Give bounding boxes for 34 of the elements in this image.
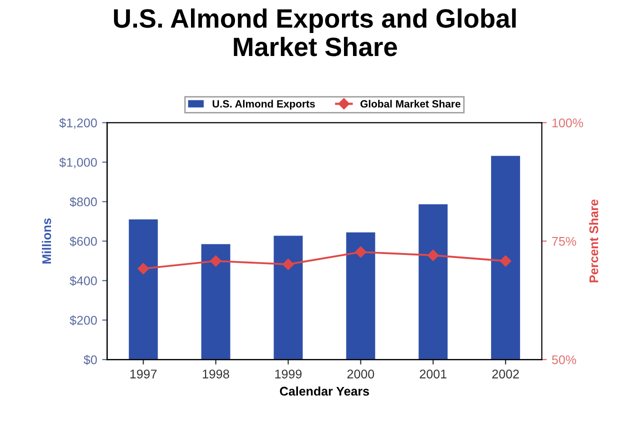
bar xyxy=(346,232,376,360)
y-tick-label: $600 xyxy=(70,236,97,247)
legend-label: Global Market Share xyxy=(360,100,460,108)
y-tick-label: $800 xyxy=(70,196,97,208)
bar xyxy=(128,219,158,360)
point xyxy=(282,258,294,270)
y-axis-title: Millions xyxy=(42,218,52,264)
y-tick-label: $1,000 xyxy=(59,157,97,168)
point xyxy=(210,255,222,267)
x-tick-label: 2000 xyxy=(347,370,374,378)
point xyxy=(500,255,512,267)
y2-tick-label: 50% xyxy=(552,355,576,364)
x-tick-label: 1998 xyxy=(202,370,230,378)
x-tick-label: 1999 xyxy=(275,370,302,378)
x-tick-label: 2002 xyxy=(492,370,519,378)
chart-title: U.S. Almond Exports and Global Market Share xyxy=(114,8,516,56)
point xyxy=(355,246,366,258)
point xyxy=(138,262,149,274)
y-tick-label: $0 xyxy=(84,354,97,365)
x-axis-title: Calendar Years xyxy=(280,386,369,396)
bar xyxy=(491,156,520,360)
x-tick-label: 1997 xyxy=(130,370,157,378)
y2-tick-label: 100% xyxy=(552,118,584,128)
x-tick-label: 2001 xyxy=(420,370,446,378)
legend-label: U.S. Almond Exports xyxy=(212,100,315,110)
y-tick-label: $1,200 xyxy=(59,118,97,129)
y-tick-label: $200 xyxy=(70,315,97,326)
y-tick-label: $400 xyxy=(70,276,97,286)
y2-tick-label: 75% xyxy=(552,236,576,246)
bar xyxy=(274,236,303,360)
bar xyxy=(201,244,230,360)
y2-axis-title: Percent Share xyxy=(589,200,598,282)
bar xyxy=(418,204,448,360)
point xyxy=(428,250,439,261)
